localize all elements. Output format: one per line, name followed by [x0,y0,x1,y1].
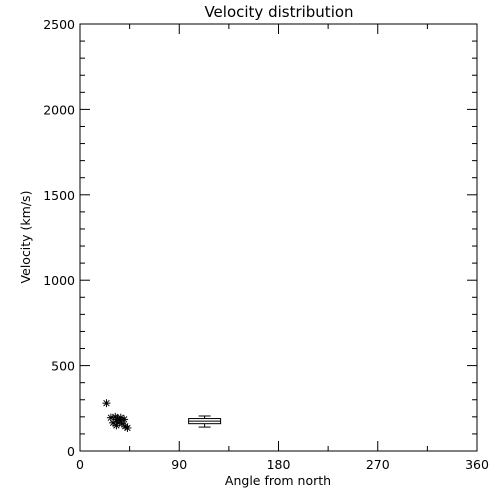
y-tick-label: 0 [67,444,75,459]
data-point-asterisk [120,415,129,424]
y-tick-label: 2500 [43,17,75,32]
y-axis-label: Velocity (km/s) [18,191,33,284]
x-tick-label: 0 [76,457,84,472]
chart-title: Velocity distribution [204,3,353,21]
axes: 0 90 180 270 360 0 500 1000 1500 2000 2500 [43,17,489,472]
data-point-asterisk [123,423,132,432]
y-tick-label: 1500 [43,188,75,203]
x-tick-label: 360 [465,457,489,472]
x-axis-label: Angle from north [225,473,331,488]
y-tick-label: 2000 [43,102,75,117]
y-tick-label: 500 [51,359,75,374]
x-tick-label: 90 [171,457,187,472]
chart-marks [102,399,222,432]
x-tick-label: 180 [267,457,291,472]
plot-frame [79,23,478,452]
x-tick-label: 270 [366,457,390,472]
data-point-asterisk [102,399,111,408]
data-point-asterisk [112,421,121,430]
y-tick-label: 1000 [43,273,75,288]
